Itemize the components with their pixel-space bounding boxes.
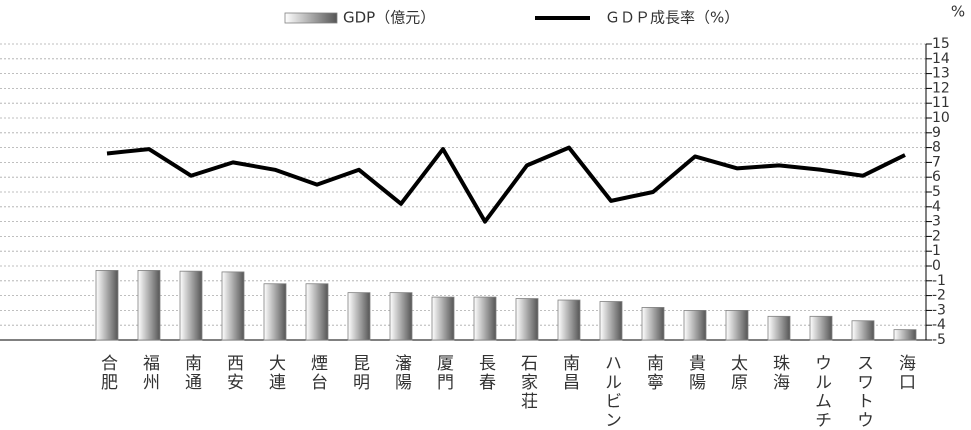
y-tick-label: 12 [932, 80, 950, 96]
y-tick-label: -4 [932, 317, 946, 333]
x-tick-label: 石家荘 [517, 354, 538, 411]
y-tick-label: 10 [932, 110, 950, 126]
bar [557, 299, 581, 341]
x-tick-label: 大連 [265, 354, 286, 392]
bar [851, 320, 875, 341]
x-tick-label: ハルビン [601, 354, 621, 430]
bar [137, 270, 161, 341]
legend-swatch [284, 12, 338, 24]
y-tick-label: 2 [932, 228, 941, 244]
y-tick-label: 9 [932, 125, 941, 141]
bar [725, 309, 749, 341]
x-tick-label: 長春 [475, 354, 496, 392]
y-tick-label: 8 [932, 140, 941, 156]
bar [95, 270, 119, 341]
x-tick-label: 西安 [223, 354, 243, 392]
y-tick-label: 15 [932, 36, 950, 52]
y-tick-label: -5 [932, 332, 946, 348]
x-tick-label: 貴陽 [685, 354, 706, 392]
y-tick-label: 5 [932, 184, 941, 200]
bar [809, 315, 833, 341]
bar [767, 315, 791, 341]
line [106, 145, 906, 224]
legend-label: ＧＤＰ成長率（%） [605, 9, 739, 27]
y-tick-label: 14 [932, 51, 950, 67]
x-tick-label: 福州 [139, 354, 160, 392]
y-tick-label: 0 [932, 258, 941, 274]
bar [179, 270, 203, 341]
y-tick-label: 4 [932, 199, 941, 215]
legend-label: GDP（億元） [343, 9, 435, 27]
x-tick-label: スワトウ [853, 354, 873, 430]
y-tick-label: -2 [932, 288, 946, 304]
x-tick-label: 煙台 [307, 354, 328, 392]
bar [347, 292, 371, 341]
y-tick-label: 13 [932, 66, 950, 82]
y-tick-label: 1 [932, 243, 941, 259]
bar [683, 309, 707, 341]
bar [515, 298, 539, 341]
x-tick-label: ウルムチ [811, 354, 831, 430]
y-tick-label: 7 [932, 154, 941, 170]
x-tick-label: 南寧 [643, 354, 663, 392]
y-tick-label: 11 [932, 95, 950, 111]
bar [641, 307, 665, 341]
bar [263, 283, 287, 341]
bar [599, 301, 623, 341]
bar [389, 292, 413, 341]
y-tick-label: -1 [932, 273, 946, 289]
x-tick-label: 合肥 [97, 354, 118, 392]
x-tick-label: 南通 [181, 354, 202, 392]
bar [893, 329, 917, 341]
x-tick-label: 瀋陽 [391, 354, 412, 392]
x-tick-label: 厦門 [433, 354, 454, 392]
x-tick-label: 南昌 [559, 354, 579, 392]
x-tick-label: 太原 [727, 354, 748, 392]
y-tick-label: -3 [932, 302, 946, 318]
x-tick-label: 昆明 [349, 354, 369, 392]
y-tick-label: 6 [932, 169, 941, 185]
bar [473, 296, 497, 341]
bar [221, 271, 245, 341]
bar [305, 283, 329, 341]
bar [431, 296, 455, 341]
x-tick-label: 海口 [895, 354, 916, 392]
x-tick-label: 珠海 [769, 354, 790, 392]
y-axis-label: % [951, 3, 965, 21]
y-tick-label: 3 [932, 214, 941, 230]
